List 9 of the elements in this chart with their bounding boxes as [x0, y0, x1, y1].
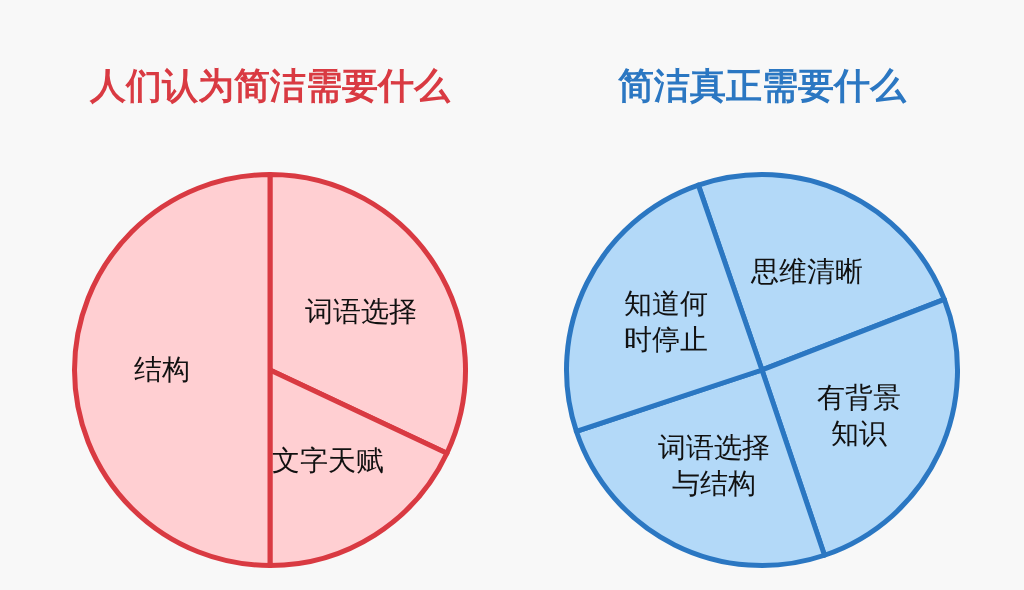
slice-label: 思维清晰 [750, 254, 865, 291]
chart-title: 人们认为简洁需要什么 [89, 64, 452, 108]
slice-label: 词语选择 [303, 294, 418, 331]
slice-label: 结构 [133, 352, 192, 388]
chart-title: 简洁真正需要什么 [617, 64, 908, 108]
slice-label: 有背景知识 [816, 379, 903, 452]
slice-label: 知道何时停止 [622, 286, 709, 359]
slice-label: 文字天赋 [270, 442, 385, 479]
slice-label: 词语选择与结构 [656, 430, 771, 503]
